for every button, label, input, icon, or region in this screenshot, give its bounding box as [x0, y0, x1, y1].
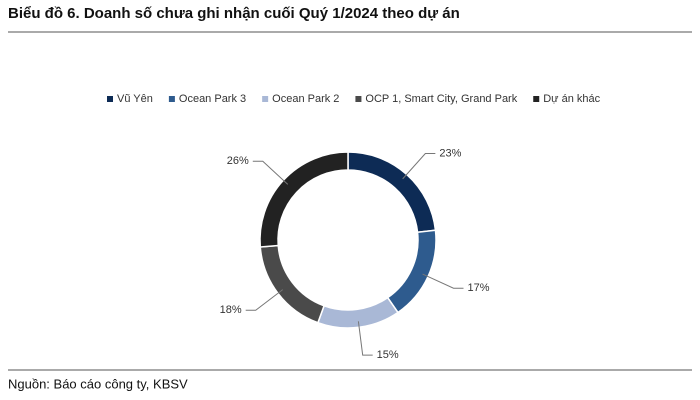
legend-label: Ocean Park 2: [272, 93, 339, 105]
donut-segment: [386, 229, 437, 314]
chart-title: Biểu đồ 6. Doanh số chưa ghi nhận cuối Q…: [8, 5, 460, 22]
donut-segment: [347, 151, 437, 234]
value-label: 26%: [227, 155, 249, 167]
legend-label: Ocean Park 3: [179, 93, 246, 105]
leader-line: [422, 273, 464, 289]
source: Nguồn: Báo cáo công ty, KBSV: [8, 376, 188, 391]
value-label: 18%: [220, 304, 242, 316]
value-label: 23%: [439, 147, 461, 159]
legend-label: Vũ Yên: [117, 93, 153, 105]
donut-segment: [259, 244, 326, 324]
legend-swatch: [107, 96, 113, 102]
leader-line: [357, 321, 373, 356]
donut-segment: [259, 151, 349, 248]
legend-label: OCP 1, Smart City, Grand Park: [365, 93, 517, 105]
value-label: 17%: [468, 282, 490, 294]
value-label: 15%: [377, 349, 399, 361]
donut-segment: [316, 296, 399, 329]
legend-swatch: [168, 96, 175, 102]
leader-line: [245, 289, 284, 311]
legend-swatch: [262, 96, 269, 102]
legend-swatch: [355, 96, 362, 102]
legend-label: Dự án khác: [543, 93, 600, 105]
leader-line: [402, 153, 436, 180]
legend-swatch: [533, 96, 540, 102]
leader-line: [252, 160, 289, 185]
